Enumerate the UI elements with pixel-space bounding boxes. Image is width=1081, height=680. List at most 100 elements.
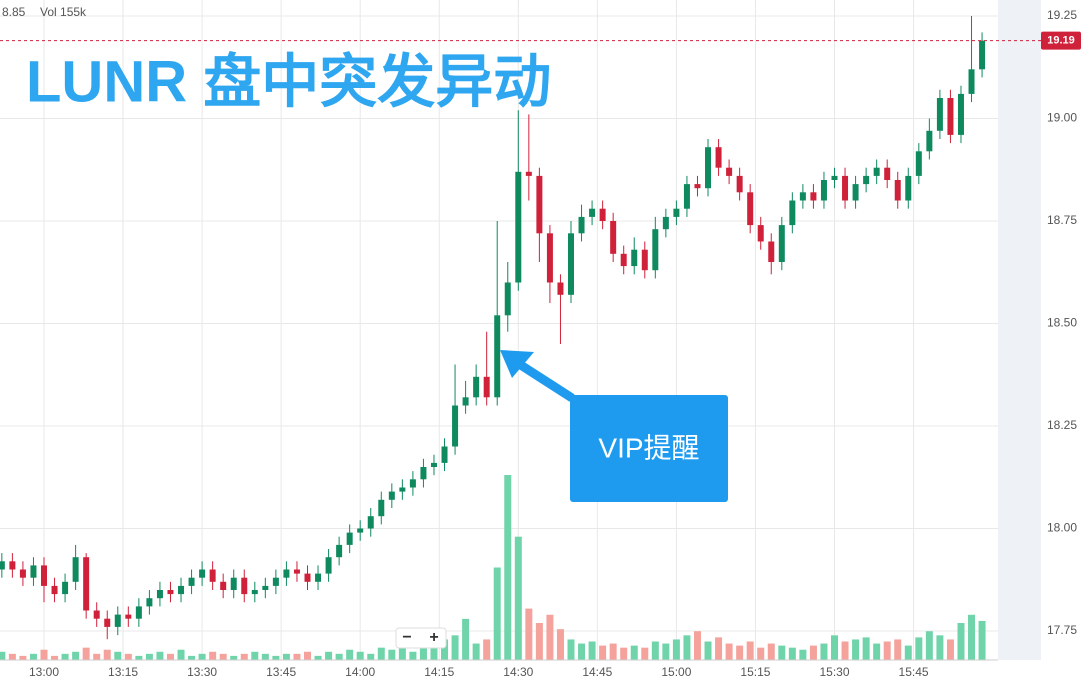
- candle-body: [441, 446, 448, 463]
- candle-body: [620, 253, 627, 267]
- candle-body: [346, 532, 353, 545]
- volume-bar: [883, 641, 891, 660]
- volume-bar: [767, 643, 775, 660]
- volume-bar: [968, 614, 976, 660]
- candle-body: [504, 282, 511, 316]
- y-tick-label: 18.50: [1047, 316, 1077, 330]
- candle-body: [156, 590, 163, 599]
- candle-body: [293, 569, 300, 574]
- candle-body: [51, 585, 58, 595]
- annotation-box: [570, 395, 728, 502]
- candle-body: [610, 221, 617, 254]
- candle-body: [409, 479, 416, 488]
- volume-bar: [346, 649, 354, 660]
- volume-bar: [736, 645, 744, 660]
- candle-body: [810, 192, 817, 201]
- volume-bar: [398, 645, 406, 660]
- candle-body: [325, 557, 332, 574]
- candle-body: [83, 557, 90, 611]
- candle-body: [125, 614, 132, 619]
- candle-body: [599, 208, 606, 221]
- volume-bar: [251, 651, 259, 660]
- candle-body: [93, 610, 100, 619]
- candle-body: [705, 147, 712, 189]
- candle-body: [241, 577, 248, 595]
- candle-body: [957, 93, 964, 135]
- volume-bar: [29, 653, 37, 660]
- volume-layer: [0, 475, 986, 660]
- volume-bar: [788, 647, 796, 660]
- x-tick-label: 14:00: [345, 665, 375, 679]
- volume-bar: [72, 651, 80, 660]
- candle-body: [589, 208, 596, 217]
- last-price-tag: [1041, 31, 1081, 50]
- candle-body: [915, 151, 922, 176]
- volume-bar: [40, 649, 48, 660]
- candle-body: [673, 208, 680, 217]
- volume-bar: [799, 649, 807, 660]
- candle-body: [367, 516, 374, 529]
- candle-body: [430, 462, 437, 467]
- candle-body: [884, 167, 891, 180]
- volume-bar: [61, 653, 69, 660]
- chart-title: LUNR 盘中突发异动: [26, 49, 551, 114]
- header-price: 8.85: [2, 5, 26, 19]
- candle-body: [694, 184, 701, 189]
- volume-bar: [525, 608, 533, 660]
- candle-body: [283, 569, 290, 578]
- candle-body: [262, 585, 269, 590]
- x-tick-label: 14:30: [503, 665, 533, 679]
- volume-bar: [377, 647, 385, 660]
- candle-body: [852, 184, 859, 201]
- y-tick-label: 19.00: [1047, 111, 1077, 125]
- candle-body: [462, 397, 469, 406]
- candle-body: [41, 565, 47, 586]
- candle-body: [842, 175, 849, 201]
- volume-bar: [862, 637, 870, 660]
- volume-bar: [873, 643, 881, 660]
- candle-body: [199, 569, 206, 578]
- volume-bar: [852, 639, 860, 660]
- x-tick-label: 14:45: [582, 665, 612, 679]
- volume-bar: [19, 655, 27, 660]
- candle-body: [799, 192, 806, 201]
- volume-bar: [0, 651, 6, 660]
- volume-bar: [841, 641, 849, 660]
- y-tick-label: 18.75: [1047, 213, 1077, 227]
- candle-body: [546, 233, 553, 283]
- volume-bar: [609, 643, 617, 660]
- candle-body: [420, 467, 427, 480]
- volume-bar: [904, 645, 912, 660]
- x-tick-label: 13:00: [29, 665, 59, 679]
- volume-bar: [936, 635, 944, 660]
- volume-bar: [282, 653, 290, 660]
- candle-body: [19, 569, 26, 578]
- candle-body: [747, 192, 754, 226]
- candle-body: [778, 225, 785, 262]
- candle-body: [894, 180, 901, 201]
- volume-bar: [93, 653, 101, 660]
- volume-bar: [757, 647, 765, 660]
- volume-bar: [124, 653, 132, 660]
- zoom-in-button[interactable]: +: [429, 629, 438, 646]
- candle-body: [62, 581, 69, 595]
- zoom-panel: [395, 627, 447, 649]
- x-tick-label: 14:15: [424, 665, 454, 679]
- volume-bar: [156, 651, 164, 660]
- candle-body: [114, 614, 121, 627]
- x-tick-label: 13:30: [187, 665, 217, 679]
- candle-body: [536, 175, 543, 234]
- volume-bar: [8, 653, 16, 660]
- candle-body: [757, 225, 764, 242]
- candle-body: [979, 40, 986, 70]
- candle-body: [357, 528, 364, 533]
- candle-body: [188, 577, 195, 586]
- volume-bar: [219, 653, 227, 660]
- volume-bar: [651, 641, 659, 660]
- candle-body: [936, 98, 943, 131]
- candle-body: [905, 175, 912, 201]
- zoom-out-button[interactable]: −: [402, 629, 411, 646]
- volume-bar: [978, 620, 986, 660]
- volume-bar: [957, 623, 965, 660]
